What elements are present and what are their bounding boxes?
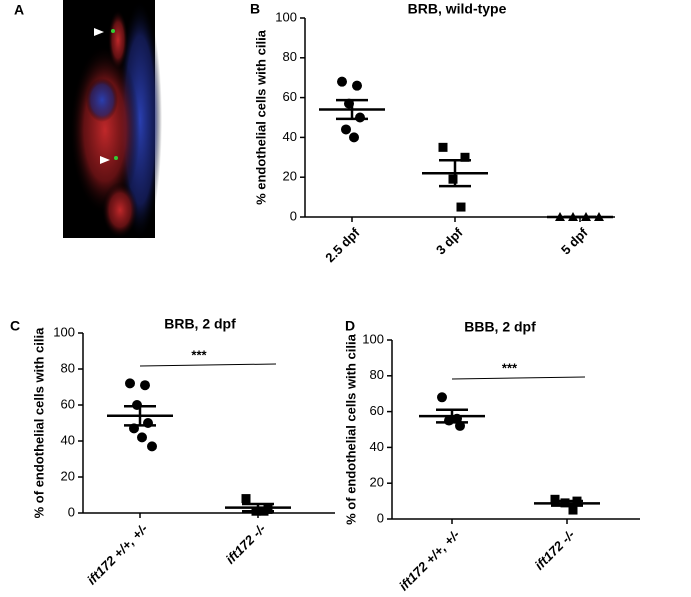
y-tick-label: 60 — [283, 89, 297, 104]
chart-title: BBB, 2 dpf — [464, 319, 536, 335]
data-point — [241, 494, 251, 504]
error-bar — [336, 98, 368, 121]
y-tick-label: 40 — [370, 439, 384, 454]
y-tick-label: 80 — [61, 360, 75, 375]
data-point — [437, 392, 447, 403]
data-point — [140, 380, 150, 391]
y-axis-label: % of endothelial cells with cilia — [343, 333, 358, 524]
x-tick-label: ift172 +/+, +/- — [396, 527, 463, 594]
y-tick-label: 60 — [370, 403, 384, 418]
y-tick-label: 100 — [362, 331, 384, 346]
y-tick-label: 100 — [275, 9, 297, 24]
data-point — [137, 432, 147, 443]
data-point — [355, 112, 365, 123]
chart-title: BRB, 2 dpf — [164, 316, 236, 332]
y-tick-label: 20 — [283, 169, 297, 184]
y-tick-label: 20 — [370, 475, 384, 490]
data-point — [147, 441, 157, 452]
data-point — [438, 142, 448, 152]
x-tick-label: ift172 +/+, +/- — [84, 521, 151, 588]
significance-label: *** — [191, 347, 207, 362]
y-tick-label: 60 — [61, 396, 75, 411]
chart-title: BRB, wild-type — [408, 1, 507, 17]
x-tick-label: 2.5 dpf — [322, 224, 363, 265]
error-bar — [551, 499, 583, 507]
y-tick-label: 0 — [68, 504, 75, 519]
micrograph — [63, 0, 162, 240]
panel-label: D — [345, 318, 355, 334]
y-tick-label: 40 — [61, 432, 75, 447]
error-bar — [439, 159, 471, 188]
data-point — [349, 132, 359, 143]
data-point — [448, 174, 458, 184]
error-bar — [436, 408, 468, 424]
data-point — [352, 80, 362, 91]
error-bar — [124, 405, 156, 427]
y-tick-label: 0 — [377, 510, 384, 525]
y-tick-label: 40 — [283, 129, 297, 144]
data-point — [456, 202, 466, 212]
data-point — [337, 76, 347, 87]
data-point — [460, 152, 470, 162]
y-tick-label: 80 — [370, 367, 384, 382]
panel-label: C — [10, 318, 20, 334]
x-tick-label: ift172 -/- — [223, 521, 269, 567]
data-point — [125, 378, 135, 389]
data-point — [341, 124, 351, 135]
error-bar — [242, 502, 274, 513]
y-tick-label: 20 — [61, 468, 75, 483]
significance-bar — [139, 363, 277, 367]
y-axis-label: % of endothelial cells with cilia — [31, 327, 46, 518]
x-tick-label: ift172 -/- — [532, 527, 578, 573]
x-tick-label: 3 dpf — [433, 224, 466, 257]
panel-label: A — [14, 2, 24, 18]
panel-label: B — [250, 1, 260, 17]
significance-label: *** — [502, 360, 518, 375]
data-point — [550, 494, 560, 504]
y-axis-label: % endothelial cells with cilia — [253, 29, 268, 205]
y-tick-label: 100 — [53, 324, 75, 339]
data-point — [568, 505, 578, 515]
x-tick-label: 5 dpf — [558, 224, 591, 257]
significance-bar — [451, 376, 586, 380]
y-tick-label: 80 — [283, 49, 297, 64]
y-tick-label: 0 — [290, 208, 297, 223]
